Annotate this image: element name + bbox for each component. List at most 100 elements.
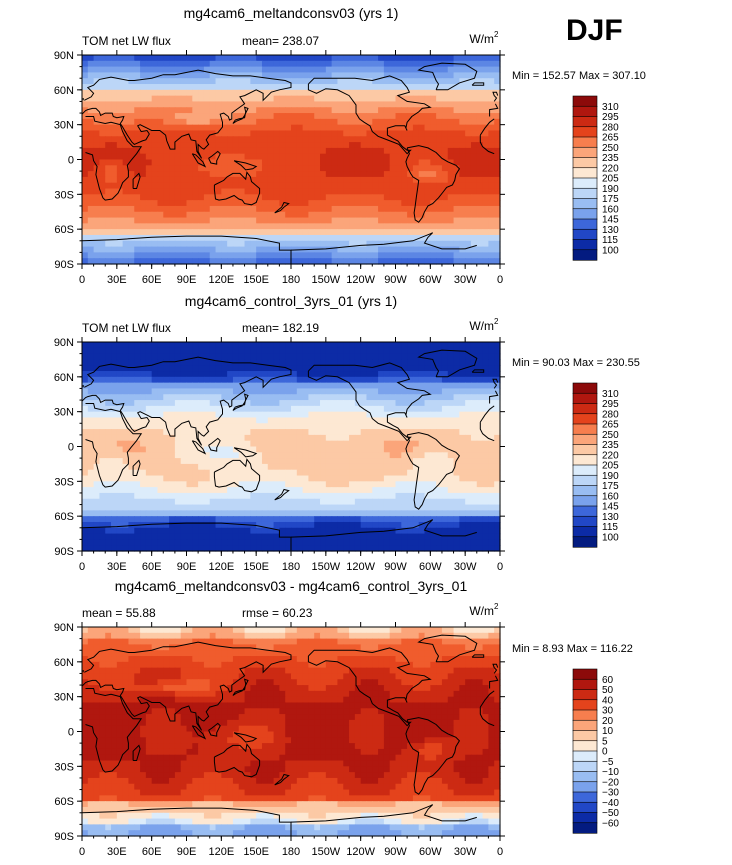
field-cell [337, 101, 344, 108]
field-cell [209, 469, 217, 477]
field-cell [174, 400, 182, 407]
field-cell [383, 440, 391, 448]
field-cell [261, 194, 269, 201]
field-cell [267, 252, 275, 259]
field-cell [308, 504, 315, 511]
field-cell [401, 458, 408, 465]
field-cell [122, 458, 130, 465]
field-cell [105, 194, 112, 201]
field-cell [198, 84, 205, 91]
field-cell [407, 446, 414, 453]
field-cell [273, 388, 280, 395]
field-cell [221, 487, 228, 494]
field-cell [232, 498, 240, 506]
field-cell [105, 365, 112, 372]
field-cell [198, 66, 205, 74]
field-cell [470, 205, 478, 213]
field-cell [459, 153, 466, 161]
field-cell [232, 246, 240, 253]
field-cell [82, 252, 89, 259]
field-cell [227, 66, 234, 74]
field-cell [389, 240, 397, 248]
field-cell [436, 492, 443, 500]
field-cell [215, 498, 222, 506]
field-cell [285, 136, 292, 143]
field-cell [441, 147, 449, 155]
field-cell [157, 492, 164, 500]
field-cell [180, 498, 188, 506]
field-cell [285, 516, 292, 523]
field-cell [169, 171, 176, 178]
field-cell [383, 371, 391, 378]
field-cell [261, 78, 269, 85]
field-cell [291, 359, 298, 366]
field-cell [87, 258, 95, 265]
field-cell [401, 342, 408, 349]
field-cell [430, 411, 437, 419]
field-cell [192, 498, 199, 506]
field-cell [436, 165, 443, 172]
field-cell [227, 492, 234, 500]
colorbar-box [572, 157, 598, 169]
field-cell [87, 176, 95, 184]
field-cell [267, 458, 275, 465]
field-cell [273, 78, 280, 85]
field-cell [244, 246, 251, 253]
field-cell [366, 246, 373, 253]
field-cell [296, 211, 304, 219]
field-cell [488, 246, 495, 253]
field-cell [314, 182, 321, 190]
field-cell [163, 458, 170, 465]
field-cell [157, 481, 164, 488]
field-cell [378, 434, 385, 442]
field-cell [291, 252, 298, 259]
field-cell [192, 469, 199, 477]
field-cell [424, 84, 431, 91]
field-cell [314, 101, 321, 108]
field-cell [93, 159, 101, 166]
field-cell [227, 434, 234, 442]
field-cell [186, 342, 193, 349]
field-cell [273, 347, 280, 355]
field-cell [407, 252, 414, 259]
field-cell [87, 107, 95, 114]
field-cell [267, 136, 275, 143]
field-cell [169, 353, 176, 361]
field-cell [372, 101, 379, 108]
field-cell [331, 487, 339, 494]
field-cell [470, 118, 478, 126]
field-cell [494, 347, 501, 355]
field-cell [430, 171, 437, 178]
field-cell [279, 165, 286, 172]
field-cell [186, 365, 193, 372]
field-cell [256, 504, 263, 511]
field-cell [273, 66, 280, 74]
field-cell [221, 182, 228, 190]
field-cell [186, 359, 193, 366]
field-cell [151, 223, 159, 230]
field-cell [325, 229, 333, 236]
field-cell [331, 165, 339, 172]
field-cell [267, 118, 275, 126]
field-cell [337, 118, 344, 126]
field-cell [412, 429, 420, 436]
field-cell [302, 423, 310, 430]
field-cell [314, 78, 321, 85]
field-cell [116, 171, 124, 178]
field-cell [302, 487, 310, 494]
field-cell [186, 130, 193, 137]
field-cell [430, 66, 437, 74]
field-cell [227, 400, 234, 407]
field-cell [238, 394, 246, 401]
field-cell [401, 55, 408, 62]
field-cell [122, 159, 130, 166]
field-cell [470, 113, 478, 120]
field-cell [465, 400, 472, 407]
field-cell [314, 342, 321, 349]
field-cell [256, 130, 263, 137]
field-cell [296, 165, 304, 172]
field-cell [82, 55, 89, 62]
field-cell [128, 211, 135, 219]
field-cell [418, 429, 426, 436]
field-cell [87, 429, 95, 436]
